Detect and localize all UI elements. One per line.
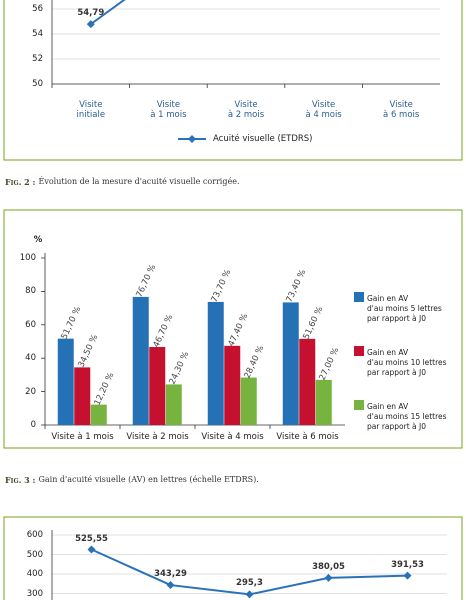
bar	[207, 301, 224, 425]
value-label: 380,05	[312, 561, 345, 572]
line	[90, 0, 126, 25]
bar	[282, 302, 299, 425]
y-tick-label: 56	[32, 4, 43, 14]
bar	[90, 404, 107, 425]
bar	[315, 379, 332, 425]
x-tick-label: Visite à 6 mois	[276, 432, 339, 442]
value-label: 76,70 %	[134, 262, 159, 300]
value-label: 51,60 %	[300, 304, 325, 341]
x-tick-label: Visite à 1 mois	[150, 100, 187, 120]
point	[86, 20, 95, 29]
x-tick-label: Visite à 2 mois	[227, 100, 265, 120]
point	[324, 573, 333, 582]
legend-label: Gain en AV d'au moins 5 lettres par rapp…	[367, 294, 442, 323]
x-tick-label: Visite à 4 mois	[201, 432, 264, 442]
bar	[240, 377, 257, 425]
y-tick-label: 50	[32, 79, 43, 89]
bar	[74, 367, 91, 425]
x-tick-label: Visite à 1 mois	[51, 432, 114, 442]
value-label: 46,70 %	[150, 313, 175, 350]
value-label: 73,70 %	[209, 267, 234, 305]
x-tick-label: Visite à 4 mois	[305, 100, 342, 120]
value-label: 24,30 %	[167, 350, 192, 387]
bar	[299, 338, 316, 425]
value-label: 295,3	[236, 578, 263, 589]
y-tick-label: 400	[26, 569, 43, 579]
caption-text: Gain d'acuité visuelle (AV) en lettres (…	[38, 475, 259, 484]
value-label: 12,20 %	[92, 370, 117, 407]
value-label: 27,00 %	[317, 345, 342, 383]
y-tick-label: 300	[26, 588, 43, 599]
legend-swatch	[354, 400, 364, 410]
y-axis-label: %	[33, 235, 43, 245]
point	[403, 571, 412, 580]
value-label: 34,50 %	[75, 333, 100, 370]
value-label: 343,29	[154, 569, 187, 580]
y-tick-label: 40	[25, 353, 36, 364]
y-tick-label: 0	[30, 420, 36, 430]
y-tick-label: 54	[32, 29, 43, 39]
legend-label: Acuité visuelle (ETDRS)	[213, 134, 313, 144]
value-label: 391,53	[391, 559, 424, 570]
x-tick-label: Visite initiale	[76, 100, 106, 120]
bar	[149, 347, 166, 425]
y-tick-label: 20	[25, 386, 36, 397]
frame	[3, 516, 463, 600]
point	[166, 581, 175, 590]
x-tick-label: Visite à 6 mois	[383, 100, 420, 120]
legend-label: Gain en AV d'au moins 10 lettres par rap…	[367, 348, 447, 377]
y-tick-label: 60	[25, 319, 36, 330]
legend-label: Gain en AV d'au moins 15 lettres par rap…	[367, 402, 447, 431]
bar	[132, 296, 149, 425]
y-tick-label: 52	[32, 54, 43, 64]
y-tick-label: 80	[25, 286, 36, 297]
value-label: 28,40 %	[242, 343, 267, 380]
bar	[224, 345, 241, 425]
legend-swatch	[354, 292, 364, 302]
y-tick-label: 100	[19, 253, 36, 263]
x-tick-label: Visite à 2 mois	[126, 432, 189, 442]
y-tick-label: 600	[26, 530, 43, 540]
value-label: 525,55	[75, 533, 108, 544]
caption-label: Fig. 3 :	[5, 475, 36, 485]
value-label: 73,40 %	[284, 268, 309, 305]
caption-label: Fig. 2 :	[5, 177, 36, 187]
caption-text: Évolution de la mesure d'acuité visuelle…	[38, 177, 240, 186]
point	[87, 545, 96, 554]
legend-swatch	[354, 346, 364, 356]
frame	[3, 0, 463, 161]
y-tick-label: 500	[26, 549, 43, 560]
bar	[165, 384, 182, 425]
point	[245, 590, 254, 599]
value-label: 47,40 %	[225, 311, 250, 348]
value-label: 54,79	[77, 8, 105, 19]
bar	[57, 338, 74, 425]
value-label: 51,70 %	[59, 304, 84, 341]
legend-marker	[188, 135, 196, 143]
frame	[3, 209, 463, 449]
